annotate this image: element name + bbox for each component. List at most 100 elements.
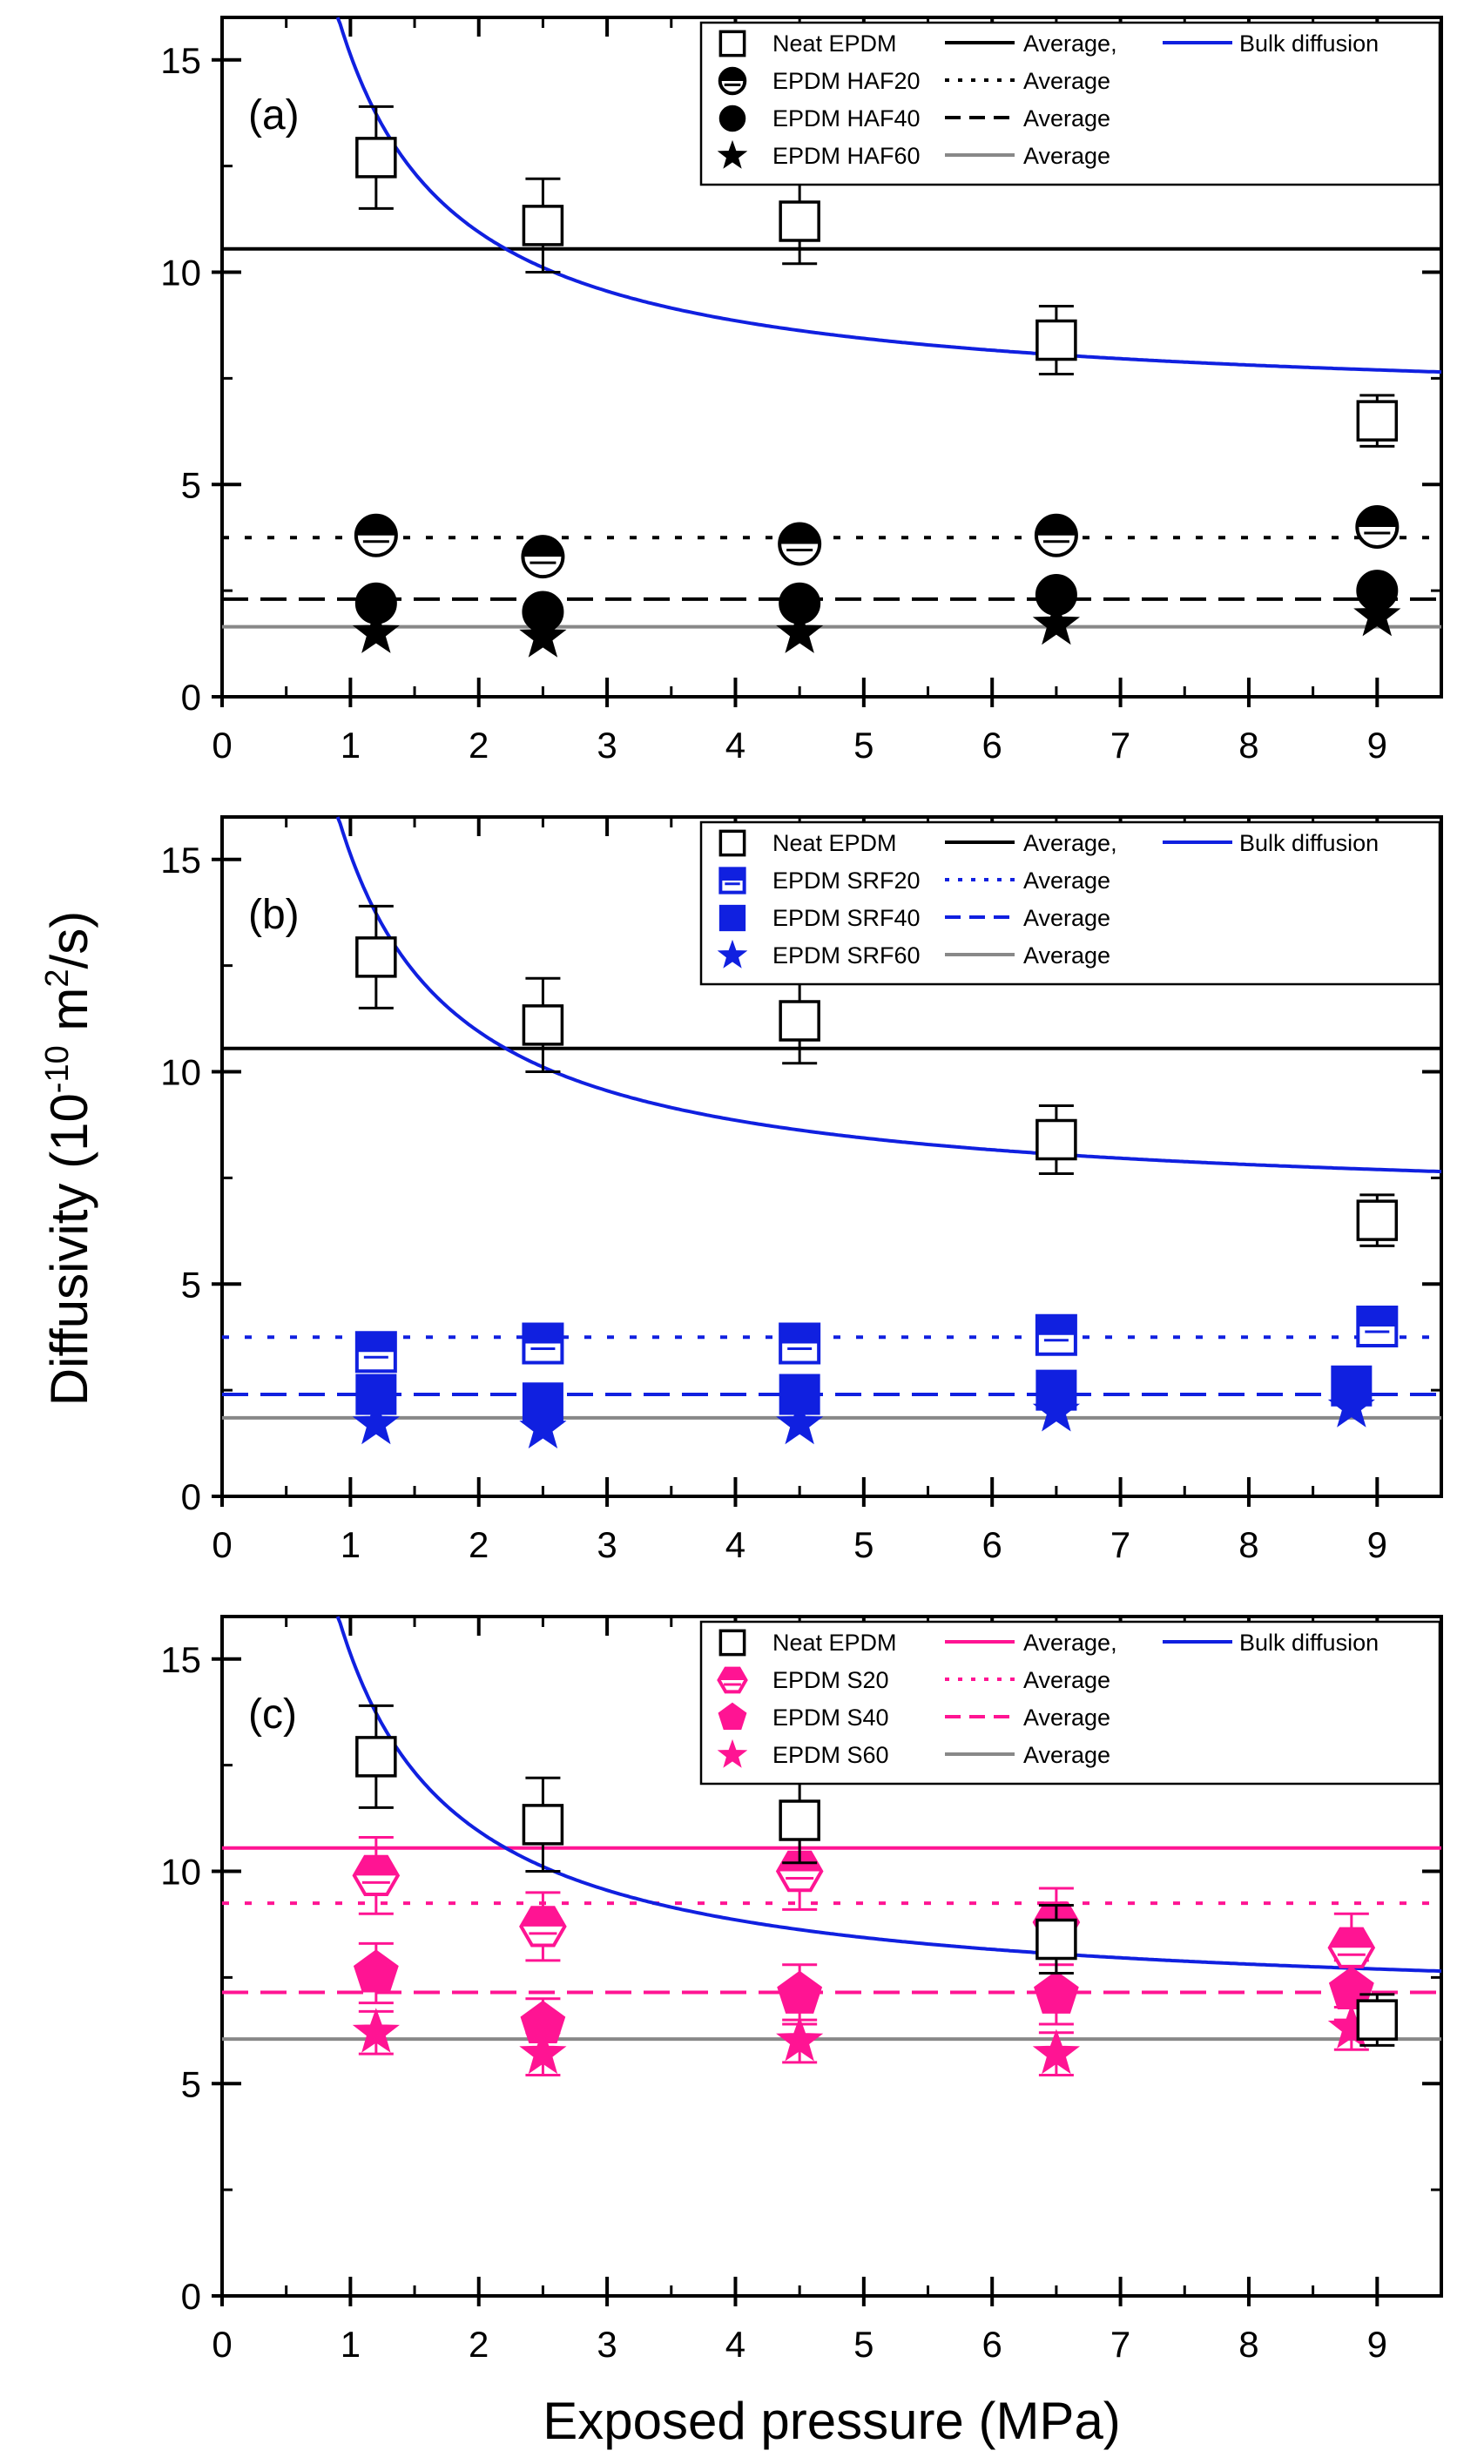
x-tick-label: 3 xyxy=(597,2324,617,2365)
x-axis-title: Exposed pressure (MPa) xyxy=(543,2392,1121,2450)
x-tick-label: 8 xyxy=(1238,2324,1258,2365)
data-point-star xyxy=(352,2008,400,2053)
panel-b-markers xyxy=(352,904,1399,1449)
legend-average-label: Average xyxy=(1023,942,1110,969)
data-point-star xyxy=(776,2016,824,2062)
legend-average-label: Average, xyxy=(1023,30,1117,57)
x-tick-label: 1 xyxy=(341,2324,361,2365)
x-tick-label: 3 xyxy=(597,725,617,766)
x-tick-label: 0 xyxy=(212,725,232,766)
legend-marker-half-circle xyxy=(718,66,747,96)
legend-marker-star xyxy=(717,1738,748,1768)
legend-series-name: EPDM SRF40 xyxy=(772,905,921,931)
panel-a-avg-lines xyxy=(222,246,1441,629)
legend-marker-star xyxy=(717,939,748,969)
panel-b-axes: 0 1 2 3 4 5 6 7 8 9 0 5 10 15 xyxy=(160,817,1443,1565)
x-tick-label: 4 xyxy=(725,725,745,766)
data-point-half-circle xyxy=(354,513,398,557)
x-tick-label: 3 xyxy=(597,1524,617,1565)
data-point-filled-square xyxy=(1035,1369,1077,1411)
data-point-half-hexagon xyxy=(352,1854,401,1896)
legend-series-name: EPDM S20 xyxy=(772,1667,889,1693)
legend-series-name: EPDM HAF60 xyxy=(772,143,921,169)
data-point-star xyxy=(776,608,824,653)
data-point-open-square xyxy=(1035,1918,1077,1961)
panel-a-label: (a) xyxy=(248,92,300,138)
x-tick-label: 2 xyxy=(469,2324,489,2365)
data-point-star xyxy=(776,1399,824,1445)
legend-series-name: Neat EPDM xyxy=(772,30,897,57)
panel-c-legend: Neat EPDM Average, EPDM S20 Average EPDM S40… xyxy=(699,1620,1441,1786)
x-tick-label: 9 xyxy=(1367,1524,1387,1565)
data-point-filled-square xyxy=(355,1374,397,1415)
data-point-open-square xyxy=(1035,1118,1077,1161)
data-point-star xyxy=(1353,591,1401,637)
legend-marker-half-square xyxy=(718,867,746,894)
panel-c: 0 1 2 3 4 5 6 7 8 9 0 5 10 15 (c) Neat EPDM Average, EP… xyxy=(160,1615,1443,2365)
panel-a-frame xyxy=(220,16,1443,699)
data-point-filled-circle xyxy=(354,582,397,624)
data-point-half-square xyxy=(1356,1306,1399,1347)
x-tick-label: 5 xyxy=(853,1524,874,1565)
panel-a-bulk-curve xyxy=(335,17,1442,375)
legend-average-label: Average, xyxy=(1023,1630,1117,1656)
data-point-filled-circle xyxy=(1356,570,1399,612)
data-point-half-square xyxy=(1035,1313,1077,1356)
legend-series-name: Neat EPDM xyxy=(772,830,897,856)
data-point-open-square xyxy=(355,1736,397,1778)
data-point-half-circle xyxy=(521,535,565,579)
legend-curve-label: Bulk diffusion xyxy=(1239,1630,1379,1656)
panel-a: 0 1 2 3 4 5 6 7 8 9 0 5 10 15 (a) Neat EPDM Average, EP… xyxy=(160,16,1443,766)
x-tick-label: 8 xyxy=(1238,725,1258,766)
x-tick-label: 1 xyxy=(341,725,361,766)
legend-average-label: Average xyxy=(1023,1705,1110,1731)
legend-series-name: Neat EPDM xyxy=(772,1630,897,1656)
panel-c-axes: 0 1 2 3 4 5 6 7 8 9 0 5 10 15 xyxy=(160,1617,1443,2365)
legend-marker-star xyxy=(717,139,748,169)
bulk-diffusion-curve xyxy=(335,816,1442,1174)
y-tick-label: 5 xyxy=(181,464,201,505)
panel-a-axes: 0 1 2 3 4 5 6 7 8 9 0 5 10 15 xyxy=(160,17,1443,766)
legend-average-label: Average xyxy=(1023,867,1110,894)
y-tick-label: 0 xyxy=(181,677,201,718)
data-point-open-square xyxy=(522,205,564,246)
x-tick-label: 5 xyxy=(853,2324,874,2365)
legend-series-name: EPDM SRF60 xyxy=(772,942,921,969)
y-axis-title: Diffusivity (10-10 m2/s) xyxy=(39,911,98,1406)
y-tick-label: 10 xyxy=(160,1852,201,1893)
x-tick-label: 7 xyxy=(1110,1524,1130,1565)
panel-b-avg-lines xyxy=(222,1046,1441,1420)
panel-b: 0 1 2 3 4 5 6 7 8 9 0 5 10 15 (b) Neat EPDM Average, EP… xyxy=(160,815,1443,1565)
data-point-star xyxy=(1032,599,1081,645)
x-tick-label: 6 xyxy=(982,725,1002,766)
data-point-star xyxy=(519,2029,567,2075)
legend-average-label: Average xyxy=(1023,143,1110,169)
data-point-open-square xyxy=(1035,319,1077,361)
data-point-half-hexagon xyxy=(1327,1927,1376,1968)
panel-b-bulk-curve xyxy=(335,816,1442,1174)
data-point-open-square xyxy=(1356,1999,1399,2041)
panel-a-legend: Neat EPDM Average, EPDM HAF20 Average EPDM H… xyxy=(699,21,1441,186)
y-tick-label: 5 xyxy=(181,2063,201,2104)
x-tick-label: 0 xyxy=(212,1524,232,1565)
x-tick-label: 6 xyxy=(982,1524,1002,1565)
data-point-half-square xyxy=(354,1331,397,1374)
panel-a-markers xyxy=(352,105,1401,658)
data-point-half-square xyxy=(779,1322,821,1365)
legend-box xyxy=(699,820,1441,986)
y-tick-label: 5 xyxy=(181,1264,201,1305)
data-point-star xyxy=(1032,2029,1081,2075)
x-tick-label: 7 xyxy=(1110,2324,1130,2365)
panel-b-frame xyxy=(220,815,1443,1498)
legend-average-label: Average xyxy=(1023,1667,1110,1693)
data-point-half-hexagon xyxy=(519,1906,567,1948)
legend-marker-filled-circle xyxy=(718,105,746,132)
y-tick-label: 0 xyxy=(181,2276,201,2317)
legend-series-name: EPDM S40 xyxy=(772,1705,889,1731)
legend-average-label: Average, xyxy=(1023,830,1117,856)
legend-curve-label: Bulk diffusion xyxy=(1239,830,1379,856)
legend-marker-filled-pentagon xyxy=(718,1702,747,1730)
data-point-open-square xyxy=(779,1000,820,1042)
x-tick-label: 0 xyxy=(212,2324,232,2365)
